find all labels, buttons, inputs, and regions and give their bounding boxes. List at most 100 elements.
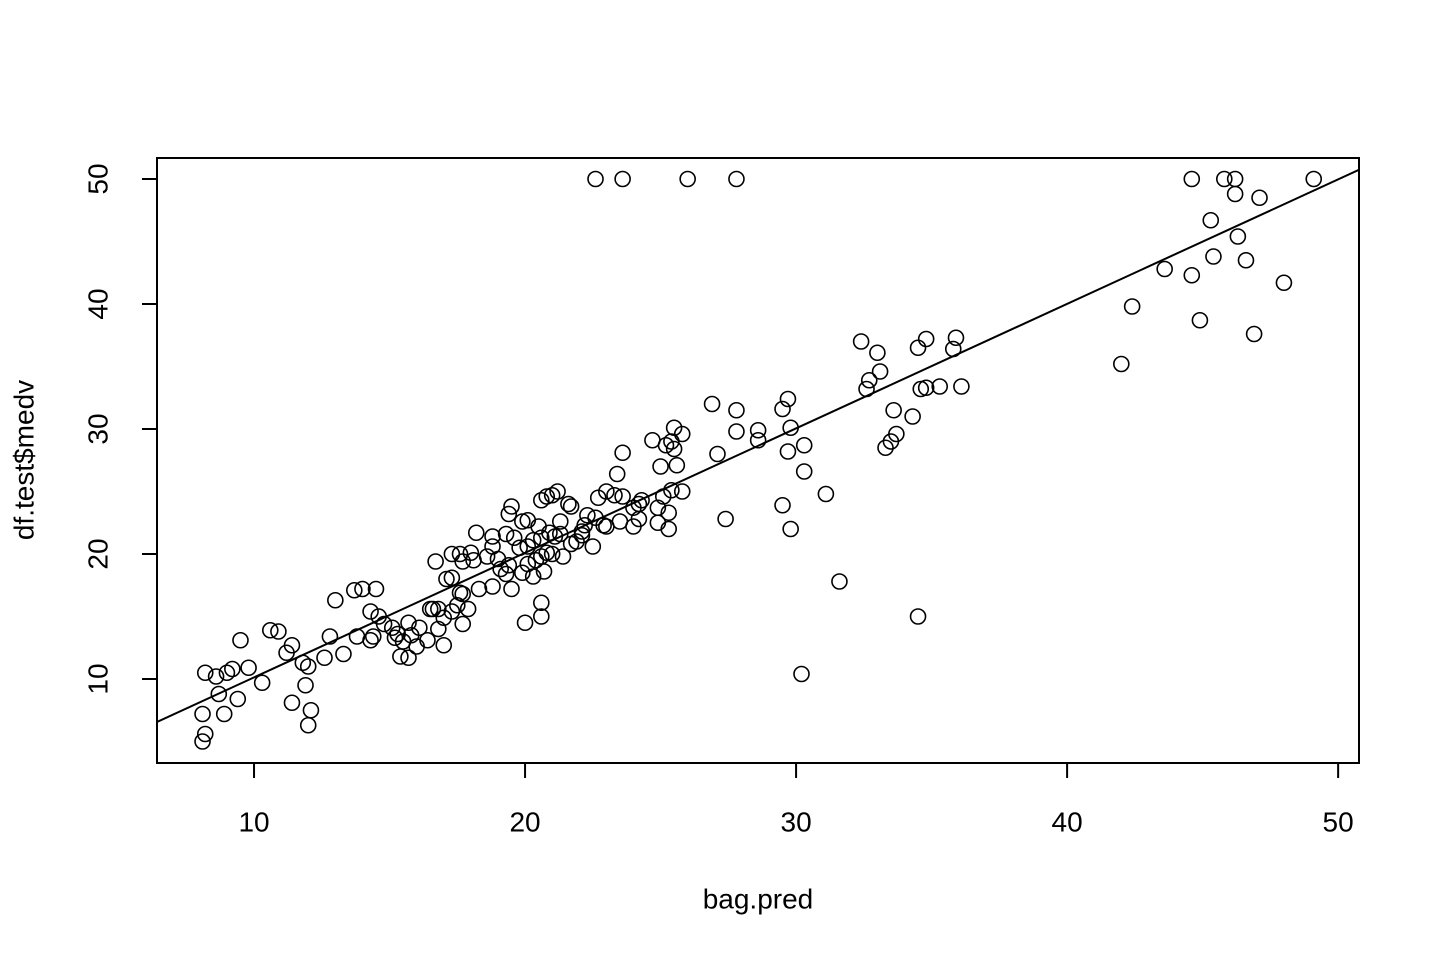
point: [793, 665, 810, 683]
point: [909, 608, 927, 625]
point: [207, 668, 225, 685]
point: [367, 580, 385, 598]
point: [470, 580, 488, 598]
point: [611, 513, 629, 530]
point: [283, 694, 301, 712]
point: [229, 690, 247, 708]
point: [533, 608, 550, 625]
point: [392, 648, 409, 665]
point: [1229, 228, 1247, 245]
point: [625, 499, 642, 517]
x-tick-label: 50: [1323, 806, 1354, 837]
point: [194, 705, 211, 723]
point: [909, 339, 927, 357]
point: [524, 568, 542, 585]
point: [614, 170, 631, 188]
point: [568, 533, 585, 550]
point: [663, 433, 680, 450]
point: [709, 445, 726, 463]
point: [408, 638, 425, 655]
point: [551, 513, 569, 530]
point: [232, 631, 249, 649]
point: [533, 594, 550, 612]
point: [1245, 325, 1263, 343]
point: [1275, 274, 1293, 292]
point: [533, 548, 550, 565]
point: [1205, 248, 1222, 265]
point: [427, 553, 444, 570]
point: [215, 705, 233, 723]
point: [400, 649, 417, 667]
point: [917, 330, 935, 348]
point: [673, 483, 691, 500]
point: [614, 444, 631, 462]
point: [448, 596, 466, 614]
point: [443, 569, 461, 587]
point: [224, 660, 241, 678]
point: [649, 514, 667, 532]
point: [660, 504, 677, 522]
point: [1305, 170, 1323, 188]
plot-area: [157, 168, 1359, 750]
point: [657, 436, 675, 454]
point: [660, 520, 677, 538]
point: [543, 545, 561, 563]
point: [535, 563, 553, 580]
point: [278, 644, 295, 662]
point: [882, 433, 900, 450]
fit-line: [157, 168, 1359, 723]
point: [299, 716, 317, 734]
point: [885, 401, 902, 419]
point: [554, 548, 572, 565]
point: [665, 440, 683, 458]
point: [196, 664, 214, 682]
point: [435, 609, 453, 627]
point: [299, 658, 317, 675]
point: [953, 378, 970, 395]
point: [717, 510, 734, 528]
point: [749, 431, 767, 449]
point: [321, 628, 339, 645]
point: [774, 496, 791, 514]
point: [497, 565, 515, 583]
point: [302, 701, 320, 719]
point: [1216, 170, 1233, 188]
point: [516, 614, 534, 632]
point: [860, 371, 878, 389]
point: [562, 498, 580, 515]
x-tick-label: 40: [1052, 806, 1083, 837]
point: [795, 463, 813, 480]
point: [348, 628, 366, 645]
point: [270, 623, 287, 640]
point: [774, 400, 791, 418]
y-tick-label: 10: [82, 663, 113, 694]
point: [519, 511, 537, 529]
point: [782, 520, 799, 538]
x-tick-label: 20: [509, 806, 540, 837]
point: [728, 423, 745, 440]
point: [400, 614, 417, 632]
point: [947, 329, 965, 347]
point: [728, 170, 745, 188]
point: [538, 488, 556, 505]
point: [454, 585, 472, 603]
point: [467, 524, 485, 542]
point: [503, 580, 520, 598]
point: [587, 170, 604, 188]
point: [261, 621, 279, 639]
point: [465, 551, 482, 569]
point: [500, 505, 518, 523]
point: [533, 491, 550, 509]
point: [1183, 170, 1201, 188]
point: [530, 518, 547, 535]
point: [1226, 185, 1244, 203]
x-axis-label: bag.pred: [703, 883, 814, 914]
y-tick-label: 50: [82, 163, 113, 194]
point: [749, 421, 767, 439]
point: [459, 600, 477, 618]
point: [364, 628, 382, 645]
point: [210, 685, 228, 703]
point: [1183, 266, 1201, 284]
point: [831, 573, 848, 590]
